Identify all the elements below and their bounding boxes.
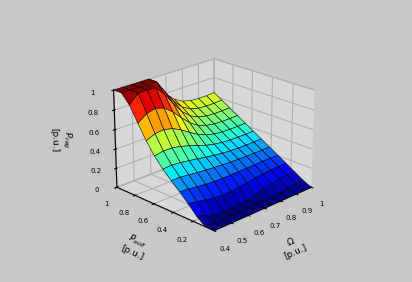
X-axis label: $\Omega$
[p.u.]: $\Omega$ [p.u.]	[277, 232, 308, 261]
Y-axis label: $P_{eolf}$
[p.u.]: $P_{eolf}$ [p.u.]	[119, 231, 151, 262]
